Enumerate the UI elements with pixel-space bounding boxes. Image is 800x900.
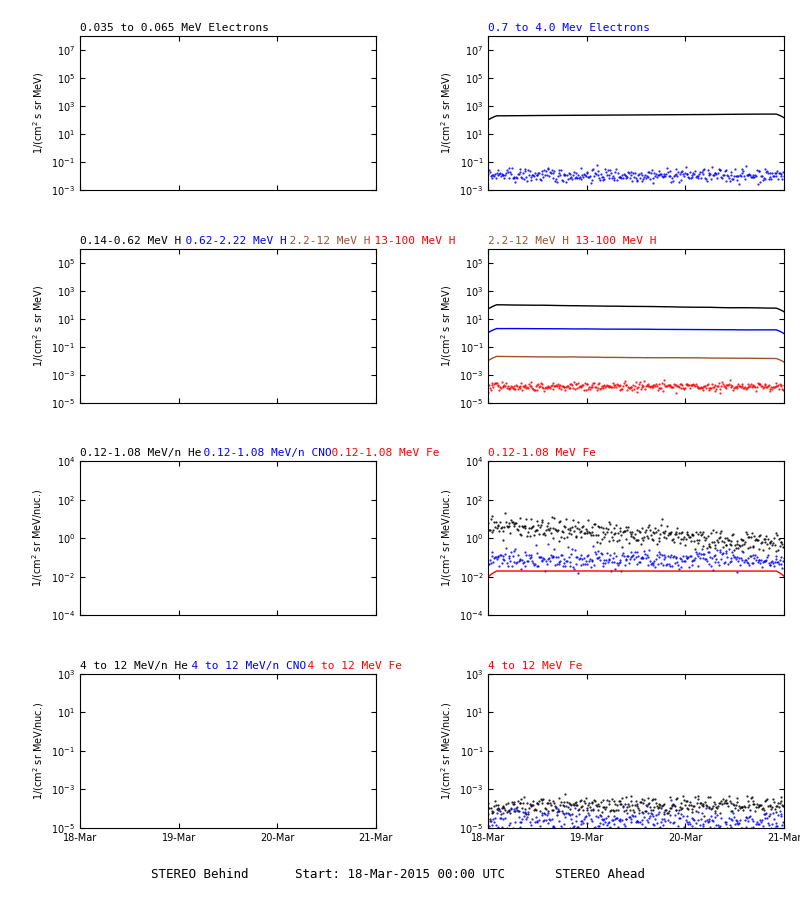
- Text: 0.62-2.22 MeV H: 0.62-2.22 MeV H: [172, 236, 286, 246]
- Text: 0.7 to 4.0 Mev Electrons: 0.7 to 4.0 Mev Electrons: [488, 22, 650, 33]
- Text: 0.12-1.08 MeV/n He: 0.12-1.08 MeV/n He: [80, 448, 202, 458]
- Y-axis label: 1/(cm$^2$ sr MeV/nuc.): 1/(cm$^2$ sr MeV/nuc.): [30, 702, 46, 800]
- Text: 2.2-12 MeV H: 2.2-12 MeV H: [488, 236, 570, 246]
- Text: 4 to 12 MeV Fe: 4 to 12 MeV Fe: [294, 661, 402, 670]
- Text: 0.12-1.08 MeV Fe: 0.12-1.08 MeV Fe: [488, 448, 596, 458]
- Text: 0.12-1.08 MeV Fe: 0.12-1.08 MeV Fe: [318, 448, 440, 458]
- Y-axis label: 1/(cm$^2$ sr MeV/nuc.): 1/(cm$^2$ sr MeV/nuc.): [439, 702, 454, 800]
- Text: 13-100 MeV H: 13-100 MeV H: [562, 236, 656, 246]
- Text: 13-100 MeV H: 13-100 MeV H: [361, 236, 456, 246]
- Text: 4 to 12 MeV/n CNO: 4 to 12 MeV/n CNO: [178, 661, 306, 670]
- Text: 0.14-0.62 MeV H: 0.14-0.62 MeV H: [80, 236, 182, 246]
- Text: 2.2-12 MeV H: 2.2-12 MeV H: [275, 236, 370, 246]
- Y-axis label: 1/(cm$^2$ s sr MeV): 1/(cm$^2$ s sr MeV): [30, 284, 46, 367]
- Text: STEREO Behind: STEREO Behind: [151, 868, 249, 880]
- Y-axis label: 1/(cm$^2$ s sr MeV): 1/(cm$^2$ s sr MeV): [30, 72, 46, 154]
- Text: STEREO Ahead: STEREO Ahead: [555, 868, 645, 880]
- Text: 0.12-1.08 MeV/n CNO: 0.12-1.08 MeV/n CNO: [190, 448, 332, 458]
- Y-axis label: 1/(cm$^2$ sr MeV/nuc.): 1/(cm$^2$ sr MeV/nuc.): [30, 490, 46, 588]
- Y-axis label: 1/(cm$^2$ sr MeV/nuc.): 1/(cm$^2$ sr MeV/nuc.): [438, 490, 454, 588]
- Text: Start: 18-Mar-2015 00:00 UTC: Start: 18-Mar-2015 00:00 UTC: [295, 868, 505, 880]
- Text: 4 to 12 MeV Fe: 4 to 12 MeV Fe: [488, 661, 582, 670]
- Y-axis label: 1/(cm$^2$ s sr MeV): 1/(cm$^2$ s sr MeV): [439, 72, 454, 154]
- Y-axis label: 1/(cm$^2$ s sr MeV): 1/(cm$^2$ s sr MeV): [439, 284, 454, 367]
- Text: 0.035 to 0.065 MeV Electrons: 0.035 to 0.065 MeV Electrons: [80, 22, 269, 33]
- Text: 4 to 12 MeV/n He: 4 to 12 MeV/n He: [80, 661, 188, 670]
